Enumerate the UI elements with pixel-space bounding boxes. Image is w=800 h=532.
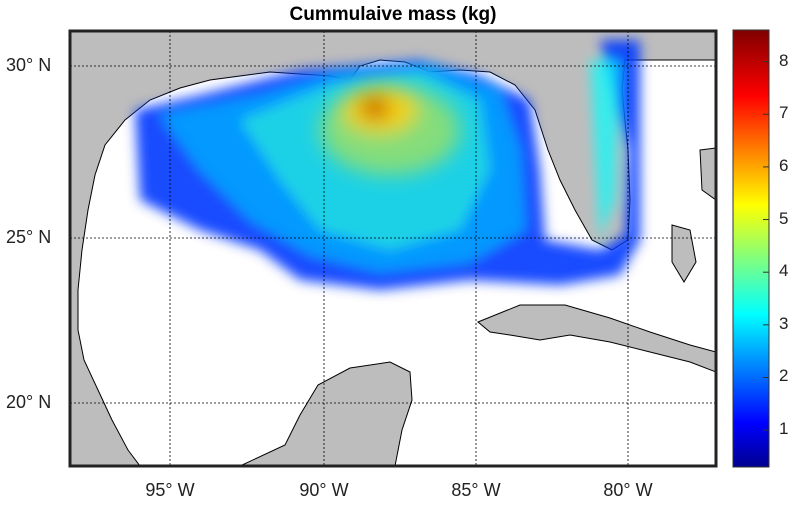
- colorbar-tick-label: 7: [779, 103, 789, 123]
- map-title: Cummulaive mass (kg): [289, 4, 497, 25]
- plume-peak: [361, 98, 389, 118]
- colorbar-tick-label: 8: [779, 50, 789, 70]
- graticule: [70, 31, 716, 466]
- land-yucatan: [239, 361, 413, 466]
- colorbar-tick-label: 5: [779, 208, 789, 228]
- lat-label-20n: 20° N: [6, 392, 52, 412]
- land-bahamas-north: [699, 147, 716, 201]
- land-cuba: [477, 304, 716, 373]
- lon-label-90w: 90° W: [299, 480, 349, 500]
- lat-label-30n: 30° N: [6, 55, 52, 75]
- lat-label-25n: 25° N: [6, 227, 52, 247]
- colorbar-tick-label: 2: [779, 366, 789, 386]
- colorbar-tick-label: 3: [779, 313, 789, 333]
- lon-label-95w: 95° W: [145, 480, 195, 500]
- lon-label-85w: 85° W: [451, 480, 501, 500]
- land-bahamas: [671, 224, 697, 283]
- colorbar-tick-label: 1: [779, 419, 789, 439]
- lon-label-80w: 80° W: [603, 480, 653, 500]
- colorbar: [732, 29, 770, 468]
- colorbar-tick-label: 4: [779, 261, 789, 281]
- map-frame: [68, 29, 718, 468]
- colorbar-tick-label: 6: [779, 155, 789, 175]
